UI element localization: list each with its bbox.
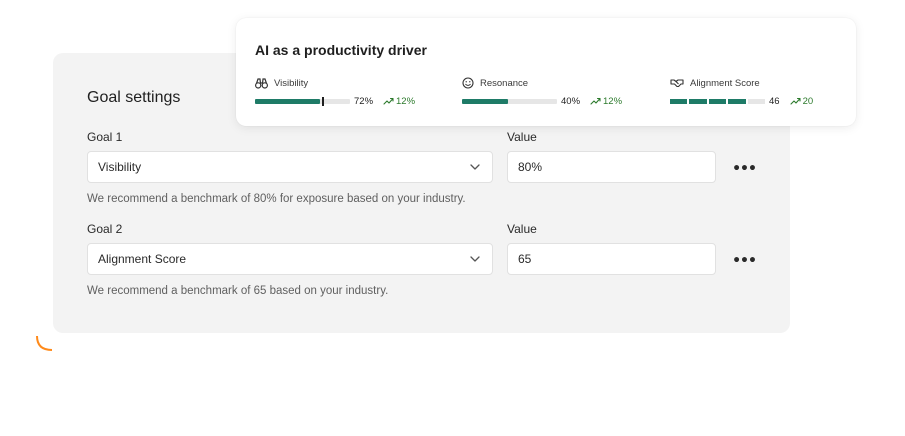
resonance-progress-fill (462, 98, 508, 104)
metric-resonance: Resonance 40% 12% (462, 76, 662, 112)
goal-1-hint: We recommend a benchmark of 80% for expo… (87, 193, 466, 205)
goal-settings-title: Goal settings (87, 89, 181, 106)
trend-up-icon (590, 97, 601, 105)
alignment-segmented-bar (670, 98, 766, 104)
chevron-down-icon (470, 256, 480, 262)
goal-2-hint: We recommend a benchmark of 65 based on … (87, 285, 389, 297)
alignment-segment (708, 98, 727, 104)
metric-alignment-score: Alignment Score 46 20 (670, 76, 870, 112)
metric-alignment-value: 46 (769, 95, 780, 107)
goal-1-select[interactable]: Visibility (87, 151, 493, 183)
smiley-icon (462, 77, 474, 89)
alignment-segment (689, 98, 707, 104)
alignment-segment (670, 98, 688, 104)
metric-resonance-value: 40% (561, 95, 581, 107)
metric-visibility: Visibility 72% 12% (255, 76, 455, 112)
visibility-benchmark-marker (322, 96, 325, 106)
metrics-card: AI as a productivity driver Visibility 7… (236, 18, 856, 126)
metric-alignment-label: Alignment Score (690, 77, 760, 89)
goal-1-label: Goal 1 (87, 130, 123, 144)
metric-visibility-value: 72% (354, 95, 374, 107)
trend-up-icon (383, 97, 394, 105)
metric-alignment-trend: 20 (790, 95, 814, 107)
trend-up-icon (790, 97, 801, 105)
metric-visibility-trend: 12% (383, 96, 415, 107)
goal-2-select[interactable]: Alignment Score (87, 243, 493, 275)
card-title: AI as a productivity driver (255, 42, 427, 58)
visibility-progress-bar (255, 96, 350, 106)
goal-1-more-button[interactable]: ••• (732, 161, 757, 177)
goal-2-value-input[interactable] (507, 243, 716, 275)
goal-2-label: Goal 2 (87, 222, 123, 236)
alignment-segment (728, 98, 746, 104)
handshake-icon (670, 79, 684, 88)
goal-2-selected-value: Alignment Score (98, 252, 187, 266)
metric-resonance-trend-value: 12% (603, 95, 623, 107)
metric-visibility-label: Visibility (274, 77, 309, 89)
visibility-progress-fill (255, 98, 320, 104)
goal-2-value-label: Value (507, 222, 537, 236)
metric-visibility-trend-value: 12% (396, 95, 416, 107)
binoculars-icon (255, 77, 268, 89)
goal-2-more-button[interactable]: ••• (732, 253, 757, 269)
goal-1-value-input[interactable] (507, 151, 716, 183)
goal-1-selected-value: Visibility (98, 160, 142, 174)
chevron-down-icon (470, 164, 480, 170)
goal-1-value-label: Value (507, 130, 537, 144)
metric-alignment-trend-value: 20 (802, 95, 814, 107)
metric-resonance-label: Resonance (480, 77, 529, 89)
metric-resonance-trend: 12% (590, 96, 622, 107)
resonance-progress-bar (462, 98, 557, 104)
alignment-segment (747, 98, 766, 104)
